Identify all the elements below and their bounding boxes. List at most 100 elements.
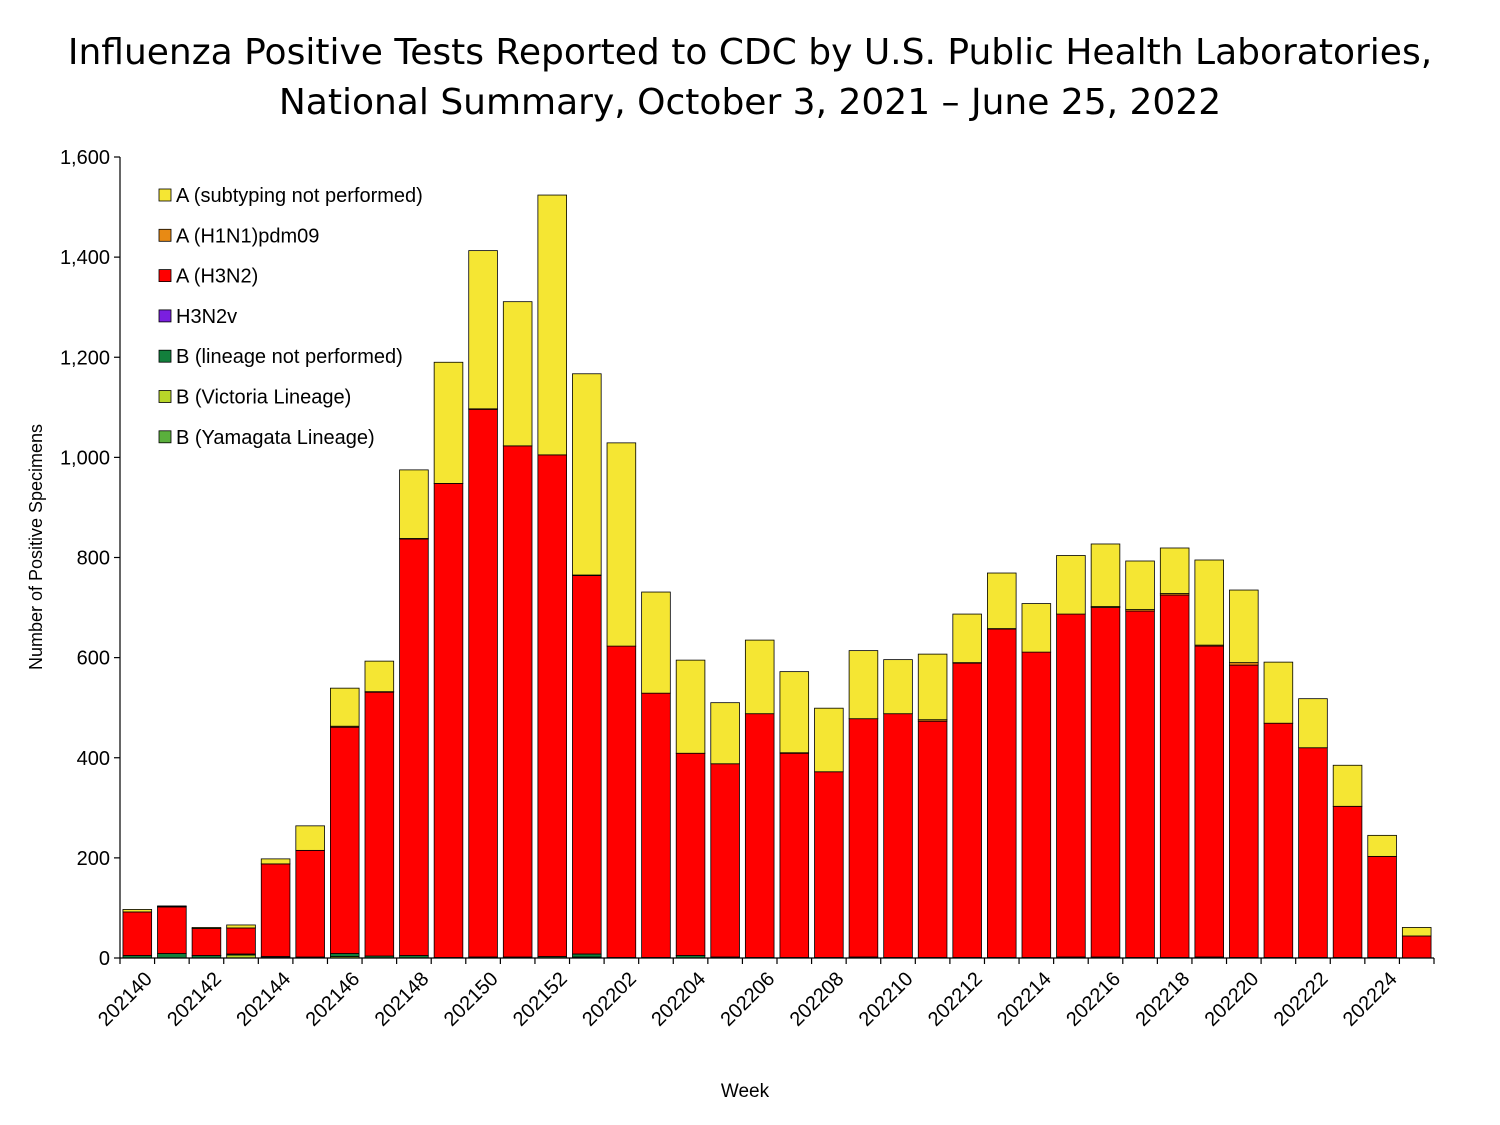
- bar-segment-202143-s6: [226, 924, 256, 929]
- bar-segment-202218-s4: [1159, 594, 1190, 958]
- bar-stack-202218: [1159, 547, 1190, 959]
- y-tick-label: 1,200: [60, 347, 110, 369]
- bar-segment-202220-s4: [1229, 664, 1259, 958]
- bar-segment-202213-s6: [987, 572, 1017, 629]
- x-tick-label: 202204: [647, 968, 710, 1031]
- x-tick-label: 202224: [1339, 968, 1402, 1031]
- legend: A (subtyping not performed) A (H1N1)pdm09…: [158, 185, 423, 449]
- bar-segment-202225-s4: [1401, 935, 1432, 959]
- bar-segment-202207-s6: [779, 671, 810, 754]
- legend-item: H3N2v: [158, 306, 237, 328]
- x-tick-label: 202222: [1270, 968, 1333, 1031]
- x-tick-label: 202152: [509, 968, 572, 1031]
- bar-segment-202146-s6: [330, 687, 360, 727]
- bar-segment-202211-s6: [917, 653, 948, 721]
- x-tick-label: 202212: [924, 968, 987, 1031]
- bar-segment-202210-s4: [883, 713, 913, 958]
- bar-segment-202141-s6: [157, 905, 187, 907]
- bar-segment-202140-s4: [122, 911, 153, 956]
- bar-segment-202201-s6: [572, 373, 602, 576]
- bar-stack-202143: [226, 924, 256, 959]
- bar-segment-202149-s6: [433, 361, 464, 484]
- bar-segment-202206-s6: [744, 639, 775, 715]
- bar-segment-202147-s6: [364, 660, 395, 693]
- bar-stack-202225: [1401, 927, 1432, 959]
- x-tick-label: 202140: [94, 968, 157, 1031]
- bar-stack-202145: [295, 825, 325, 959]
- bar-stack-202151: [502, 301, 533, 959]
- bar-segment-202204-s6: [675, 659, 706, 754]
- bar-segment-202215-s6: [1056, 555, 1086, 615]
- bar-segment-202145-s6: [295, 825, 325, 851]
- x-tick-label: 202142: [163, 968, 226, 1031]
- x-tick-label: 202150: [440, 968, 503, 1031]
- bar-stack-202152: [537, 194, 567, 959]
- bar-segment-202223-s4: [1332, 805, 1363, 958]
- x-tick-label: 202220: [1201, 968, 1264, 1031]
- bar-segment-202140-s6: [122, 909, 153, 913]
- bar-segment-202149-s4: [433, 483, 464, 958]
- bar-segment-202152-s6: [537, 194, 567, 456]
- y-tick-label: 600: [77, 648, 110, 670]
- y-axis-label: Number of Positive Specimens: [26, 424, 46, 670]
- chart-title-line-2: National Summary, October 3, 2021 – June…: [278, 82, 1222, 123]
- bar-segment-202217-s4: [1125, 610, 1155, 958]
- bar-segment-202222-s6: [1298, 698, 1328, 749]
- legend-label: H3N2v: [176, 306, 237, 328]
- bar-stack-202220: [1229, 589, 1259, 959]
- bar-segment-202203-s4: [641, 692, 671, 958]
- bar-segment-202205-s6: [710, 702, 740, 765]
- bar-stack-202203: [641, 591, 671, 959]
- bar-segment-202201-s4: [572, 575, 602, 955]
- bar-segment-202225-s6: [1401, 927, 1432, 937]
- bar-stack-202148: [399, 469, 429, 959]
- legend-swatch: [158, 349, 172, 363]
- legend-label: B (Yamagata Lineage): [176, 427, 375, 449]
- bar-segment-202206-s4: [744, 713, 775, 958]
- bar-stack-202201: [572, 373, 602, 959]
- bar-stack-202205: [710, 702, 740, 959]
- bar-segment-202214-s6: [1021, 603, 1052, 653]
- bar-segment-202204-s4: [675, 752, 706, 956]
- bar-segment-202208-s6: [814, 707, 844, 773]
- bar-stack-202147: [364, 660, 395, 959]
- x-tick-label: 202216: [1062, 968, 1125, 1031]
- bar-segment-202224-s4: [1367, 855, 1397, 958]
- bar-segment-202144-s4: [260, 863, 291, 957]
- bar-stack-202207: [779, 671, 810, 959]
- bar-segment-202150-s6: [468, 250, 498, 410]
- bar-segment-202224-s6: [1367, 834, 1397, 857]
- bar-segment-202220-s6: [1229, 589, 1259, 664]
- bar-segment-202213-s4: [987, 628, 1017, 958]
- legend-item: B (Yamagata Lineage): [158, 427, 375, 449]
- bar-segment-202202-s4: [606, 645, 637, 958]
- bar-segment-202147-s4: [364, 691, 395, 957]
- bar-segment-202151-s6: [502, 301, 533, 447]
- y-tick-label: 800: [77, 548, 110, 570]
- bar-stack-202224: [1367, 834, 1397, 959]
- legend-item: A (H1N1)pdm09: [158, 225, 319, 247]
- bar-stack-202211: [917, 653, 948, 959]
- bar-segment-202218-s6: [1159, 547, 1190, 594]
- bar-segment-202142-s6: [191, 927, 222, 929]
- bar-stack-202214: [1021, 603, 1052, 959]
- bar-stack-202141: [157, 905, 187, 959]
- bar-segment-202150-s4: [468, 408, 498, 958]
- legend-label: A (H3N2): [176, 266, 258, 288]
- bar-stack-202217: [1125, 560, 1155, 959]
- bar-stack-202204: [675, 659, 706, 959]
- bar-segment-202215-s4: [1056, 613, 1086, 958]
- x-tick-label: 202210: [855, 968, 918, 1031]
- bar-segment-202214-s4: [1021, 651, 1052, 958]
- bar-segment-202209-s6: [848, 650, 879, 720]
- bar-stack-202149: [433, 361, 464, 959]
- legend-swatch: [158, 390, 172, 403]
- bar-stack-202213: [987, 572, 1017, 959]
- legend-swatch: [158, 228, 172, 242]
- x-tick-label: 202218: [1131, 968, 1194, 1031]
- bar-stack-202202: [606, 442, 637, 959]
- bar-segment-202141-s4: [157, 906, 187, 954]
- bar-segment-202210-s6: [883, 659, 913, 715]
- legend-item: B (Victoria Lineage): [158, 387, 351, 409]
